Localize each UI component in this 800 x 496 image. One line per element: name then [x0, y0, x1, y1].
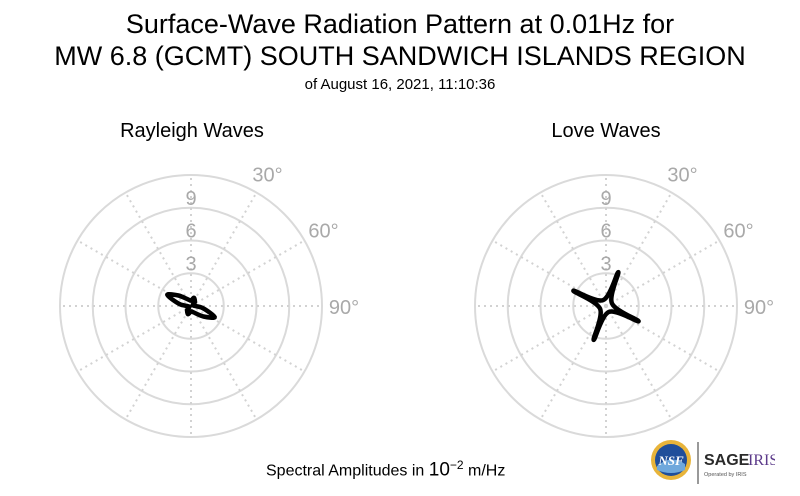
rayleigh-ring-6 — [124, 239, 258, 373]
rayleigh-ring-9 — [91, 206, 291, 406]
love-spoke-240 — [492, 305, 607, 373]
love-spoke-120 — [605, 305, 720, 373]
rayleigh-ring-12 — [59, 174, 323, 438]
love-spoke-150 — [605, 305, 673, 420]
love-angle-tick-label: 60° — [723, 221, 753, 243]
rayleigh-ring-3 — [157, 272, 225, 340]
sage-logo-text: SAGE — [704, 452, 750, 469]
rayleigh-panel-title: Rayleigh Waves — [120, 120, 264, 142]
chart-title-line-1: Surface-Wave Radiation Pattern at 0.01Hz… — [125, 9, 675, 39]
rayleigh-angle-tick-label: 90° — [329, 297, 359, 319]
caption-prefix: Spectral Amplitudes in — [266, 462, 429, 480]
rayleigh-spoke-120 — [190, 305, 305, 373]
sage-iris-logo: SAGE IRIS Operated by IRIS — [704, 452, 775, 478]
rayleigh-spoke-60 — [190, 239, 305, 307]
rayleigh-angle-tick-label: 60° — [308, 221, 338, 243]
sponsor-logos: NSF SAGE IRIS Operated by IRIS — [651, 440, 775, 484]
caption-exponent: −2 — [449, 458, 464, 472]
rayleigh-spoke-240 — [77, 305, 192, 373]
rayleigh-radial-tick-label: 3 — [185, 253, 196, 275]
chart-subtitle-date: of August 16, 2021, 11:10:36 — [304, 76, 496, 93]
caption-unit: m/Hz — [463, 462, 506, 480]
love-angle-tick-label: 90° — [744, 297, 774, 319]
amplitude-units-caption: Spectral Amplitudes in 10−2 m/Hz — [266, 454, 505, 482]
love-radial-tick-label: 6 — [600, 221, 611, 243]
nsf-logo-text: NSF — [657, 453, 684, 468]
rayleigh-spoke-330 — [124, 192, 192, 307]
love-ring-6 — [539, 239, 673, 373]
rayleigh-pattern-curve — [165, 292, 217, 320]
love-angle-tick-label: 30° — [667, 165, 697, 187]
love-radial-tick-label: 9 — [600, 188, 611, 210]
love-panel-title: Love Waves — [551, 120, 661, 142]
love-ring-12 — [474, 174, 738, 438]
iris-logo-text: IRIS — [748, 452, 775, 469]
rayleigh-radial-tick-label: 9 — [185, 188, 196, 210]
rayleigh-spoke-210 — [124, 305, 192, 420]
rayleigh-spoke-30 — [190, 192, 258, 307]
love-spoke-60 — [605, 239, 720, 307]
love-ring-9 — [506, 206, 706, 406]
love-ring-3 — [572, 272, 640, 340]
love-pattern-curve — [571, 269, 641, 343]
love-spoke-330 — [539, 192, 607, 307]
love-radial-tick-label: 3 — [600, 253, 611, 275]
love-spoke-300 — [492, 239, 607, 307]
nsf-logo: NSF — [651, 440, 691, 480]
rayleigh-spoke-150 — [190, 305, 258, 420]
rayleigh-angle-tick-label: 30° — [252, 165, 282, 187]
caption-base: 10 — [428, 459, 450, 481]
rayleigh-radial-tick-label: 6 — [185, 221, 196, 243]
love-spoke-210 — [539, 305, 607, 420]
love-spoke-30 — [605, 192, 673, 307]
rayleigh-spoke-300 — [77, 239, 192, 307]
operated-by-text: Operated by IRIS — [704, 472, 747, 478]
chart-title-line-2: MW 6.8 (GCMT) SOUTH SANDWICH ISLANDS REG… — [54, 41, 746, 71]
